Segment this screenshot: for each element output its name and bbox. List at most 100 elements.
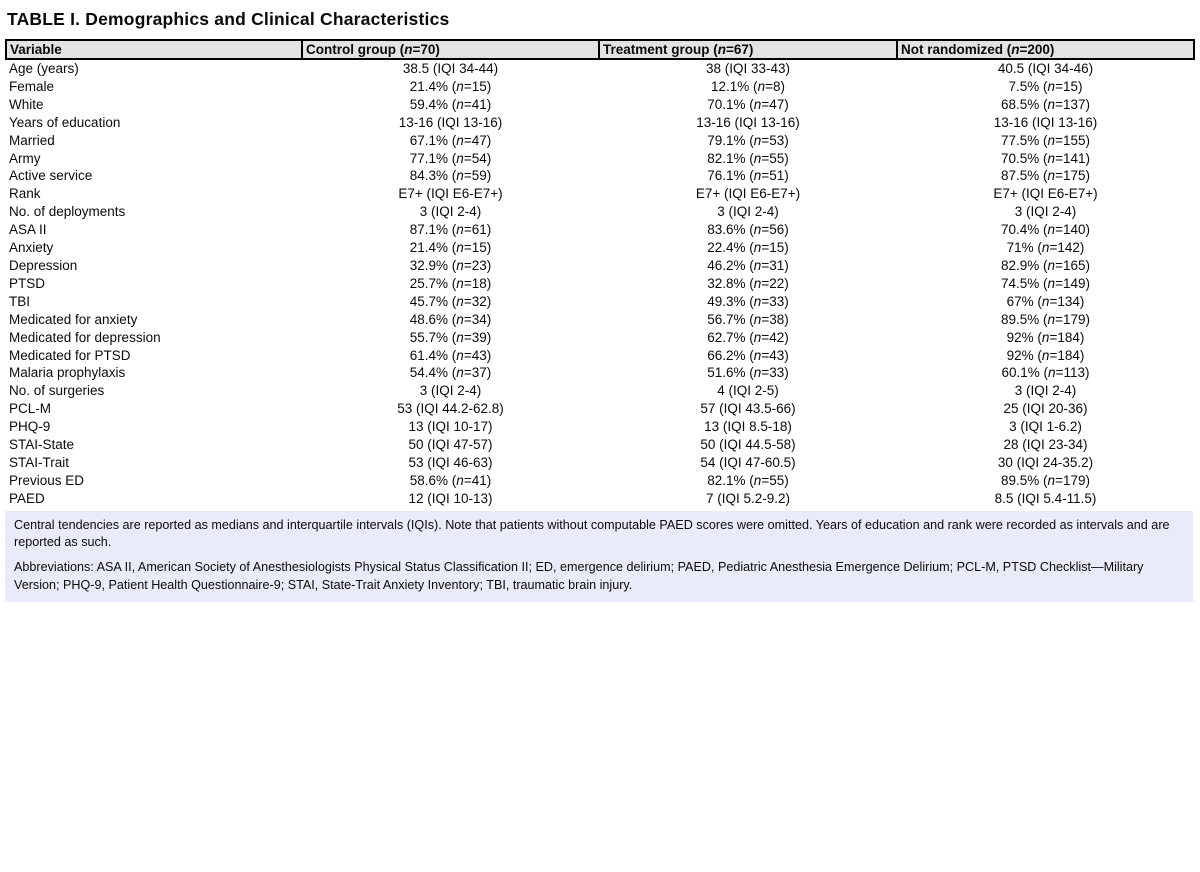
value-cell: 57 (IQI 43.5-66) bbox=[700, 401, 796, 417]
value-cell: 3 (IQI 2-4) bbox=[1014, 383, 1077, 399]
value-cell: 76.1% (n=51) bbox=[707, 168, 789, 184]
value-cell: 21.4% (n=15) bbox=[409, 240, 492, 256]
value-cell: 30 (IQI 24-35.2) bbox=[997, 454, 1094, 470]
value-cell: 79.1% (n=53) bbox=[707, 132, 789, 148]
footnotes: Central tendencies are reported as media… bbox=[5, 510, 1193, 603]
value-cell: 25.7% (n=18) bbox=[409, 275, 492, 291]
value-cell: E7+ (IQI E6-E7+) bbox=[398, 186, 503, 202]
value-cell: 32.8% (n=22) bbox=[707, 275, 789, 291]
footnote-abbreviations: Abbreviations: ASA II, American Society … bbox=[14, 560, 1144, 592]
value-cell: 84.3% (n=59) bbox=[409, 168, 492, 184]
value-cell: 82.9% (n=165) bbox=[1001, 257, 1090, 273]
value-cell: 3 (IQI 2-4) bbox=[1014, 204, 1077, 220]
column-header: Not randomized (n=200) bbox=[896, 39, 1195, 60]
variable-cell: PAED bbox=[9, 490, 45, 506]
variable-cell: PCL-M bbox=[9, 401, 52, 417]
table-row: Medicated for depression 55.7% (n=39) 62.7… bbox=[6, 329, 1194, 347]
value-cell: 55.7% (n=39) bbox=[409, 329, 492, 345]
value-cell: 87.5% (n=175) bbox=[1001, 168, 1090, 184]
value-cell: 49.3% (n=33) bbox=[707, 293, 789, 309]
value-cell: 7 (IQI 5.2-9.2) bbox=[705, 490, 791, 506]
value-cell: 68.5% (n=137) bbox=[1001, 96, 1090, 112]
table-row: Depression 32.9% (n=23) 46.2% (n=31) 82.9% … bbox=[6, 257, 1194, 275]
value-cell: 70.4% (n=140) bbox=[1001, 222, 1090, 238]
value-cell: 13-16 (IQI 13-16) bbox=[993, 114, 1098, 130]
value-cell: 22.4% (n=15) bbox=[707, 240, 789, 256]
value-cell: 92% (n=184) bbox=[1006, 347, 1085, 363]
variable-cell: Medicated for anxiety bbox=[9, 311, 138, 327]
table-row: No. of surgeries 3 (IQI 2-4) 4 (IQI 2-5) 3 … bbox=[6, 382, 1194, 400]
variable-cell: Medicated for PTSD bbox=[9, 347, 131, 363]
table-row: White 59.4% (n=41) 70.1% (n=47) 68.5% (n=13… bbox=[6, 96, 1194, 114]
table-row: TBI 45.7% (n=32) 49.3% (n=33) 67% (n=134) bbox=[6, 293, 1194, 311]
variable-cell: STAI-State bbox=[9, 437, 75, 453]
table-row: Malaria prophylaxis 54.4% (n=37) 51.6% (n=… bbox=[6, 364, 1194, 382]
value-cell: 13-16 (IQI 13-16) bbox=[398, 114, 503, 130]
value-cell: 77.5% (n=155) bbox=[1001, 132, 1090, 148]
value-cell: E7+ (IQI E6-E7+) bbox=[695, 186, 801, 202]
value-cell: 8.5 (IQI 5.4-11.5) bbox=[994, 490, 1097, 506]
value-cell: 67.1% (n=47) bbox=[409, 132, 492, 148]
value-cell: 32.9% (n=23) bbox=[409, 257, 492, 273]
value-cell: 28 (IQI 23-34) bbox=[1003, 437, 1088, 453]
value-cell: 89.5% (n=179) bbox=[1001, 472, 1090, 488]
variable-cell: PTSD bbox=[9, 275, 46, 291]
value-cell: 66.2% (n=43) bbox=[707, 347, 789, 363]
value-cell: 51.6% (n=33) bbox=[707, 365, 789, 381]
variable-cell: TBI bbox=[9, 293, 31, 309]
variable-cell: Married bbox=[9, 132, 55, 148]
value-cell: E7+ (IQI E6-E7+) bbox=[993, 186, 1098, 202]
value-cell: 54.4% (n=37) bbox=[409, 365, 492, 381]
value-cell: 50 (IQI 47-57) bbox=[408, 437, 493, 453]
variable-cell: Depression bbox=[9, 257, 78, 273]
value-cell: 61.4% (n=43) bbox=[409, 347, 492, 363]
value-cell: 48.6% (n=34) bbox=[409, 311, 492, 327]
value-cell: 82.1% (n=55) bbox=[707, 472, 789, 488]
table-row: No. of deployments 3 (IQI 2-4) 3 (IQI 2-4)… bbox=[6, 203, 1194, 221]
variable-cell: Age (years) bbox=[9, 61, 79, 76]
value-cell: 71% (n=142) bbox=[1006, 240, 1085, 256]
table-row: ASA II 87.1% (n=61) 83.6% (n=56) 70.4% (n=1… bbox=[6, 221, 1194, 239]
value-cell: 12 (IQI 10-13) bbox=[408, 490, 493, 506]
table-row: PCL-M 53 (IQI 44.2-62.8) 57 (IQI 43.5-66) 2… bbox=[6, 400, 1194, 418]
variable-cell: Previous ED bbox=[9, 472, 85, 488]
variable-cell: Rank bbox=[9, 186, 41, 202]
table-row: Rank E7+ (IQI E6-E7+) E7+ (IQI E6-E7+) E7+ … bbox=[6, 185, 1194, 203]
value-cell: 82.1% (n=55) bbox=[707, 150, 789, 166]
table-row: PAED 12 (IQI 10-13) 7 (IQI 5.2-9.2) 8.5 (IQ… bbox=[6, 490, 1194, 508]
table-row: Active service 84.3% (n=59) 76.1% (n=51) 87… bbox=[6, 167, 1194, 185]
value-cell: 4 (IQI 2-5) bbox=[717, 383, 779, 399]
table-row: Army 77.1% (n=54) 82.1% (n=55) 70.5% (n=141… bbox=[6, 150, 1194, 168]
column-header: Control group (n=70) bbox=[301, 39, 600, 60]
value-cell: 59.4% (n=41) bbox=[409, 96, 492, 112]
value-cell: 13 (IQI 10-17) bbox=[408, 419, 493, 435]
value-cell: 83.6% (n=56) bbox=[707, 222, 789, 238]
value-cell: 46.2% (n=31) bbox=[707, 257, 789, 273]
value-cell: 45.7% (n=32) bbox=[409, 293, 492, 309]
table-row: STAI-State 50 (IQI 47-57) 50 (IQI 44.5-58)… bbox=[6, 436, 1194, 454]
value-cell: 12.1% (n=8) bbox=[711, 78, 785, 94]
value-cell: 38.5 (IQI 34-44) bbox=[402, 61, 499, 76]
demographics-table: Variable Control group (n=70) Treatment gr… bbox=[5, 39, 1195, 508]
value-cell: 67% (n=134) bbox=[1006, 293, 1085, 309]
value-cell: 21.4% (n=15) bbox=[409, 78, 492, 94]
column-header: Variable bbox=[5, 39, 303, 60]
value-cell: 3 (IQI 2-4) bbox=[419, 383, 482, 399]
value-cell: 3 (IQI 2-4) bbox=[717, 204, 779, 220]
table-row: Married 67.1% (n=47) 79.1% (n=53) 77.5% (n=… bbox=[6, 132, 1194, 150]
table-row: STAI-Trait 53 (IQI 46-63) 54 (IQI 47-60.5)… bbox=[6, 454, 1194, 472]
value-cell: 56.7% (n=38) bbox=[707, 311, 789, 327]
table-row: Medicated for anxiety 48.6% (n=34) 56.7% (… bbox=[6, 311, 1194, 329]
value-cell: 70.5% (n=141) bbox=[1001, 150, 1090, 166]
value-cell: 40.5 (IQI 34-46) bbox=[997, 61, 1094, 76]
value-cell: 92% (n=184) bbox=[1006, 329, 1085, 345]
variable-cell: Army bbox=[9, 150, 41, 166]
value-cell: 25 (IQI 20-36) bbox=[1003, 401, 1088, 417]
footnote-note: Central tendencies are reported as media… bbox=[14, 517, 1170, 550]
value-cell: 38 (IQI 33-43) bbox=[705, 61, 791, 76]
variable-cell: Medicated for depression bbox=[9, 329, 161, 345]
variable-cell: Years of education bbox=[9, 114, 121, 130]
value-cell: 74.5% (n=149) bbox=[1001, 275, 1090, 291]
variable-cell: White bbox=[9, 96, 44, 112]
value-cell: 60.1% (n=113) bbox=[1001, 365, 1090, 381]
